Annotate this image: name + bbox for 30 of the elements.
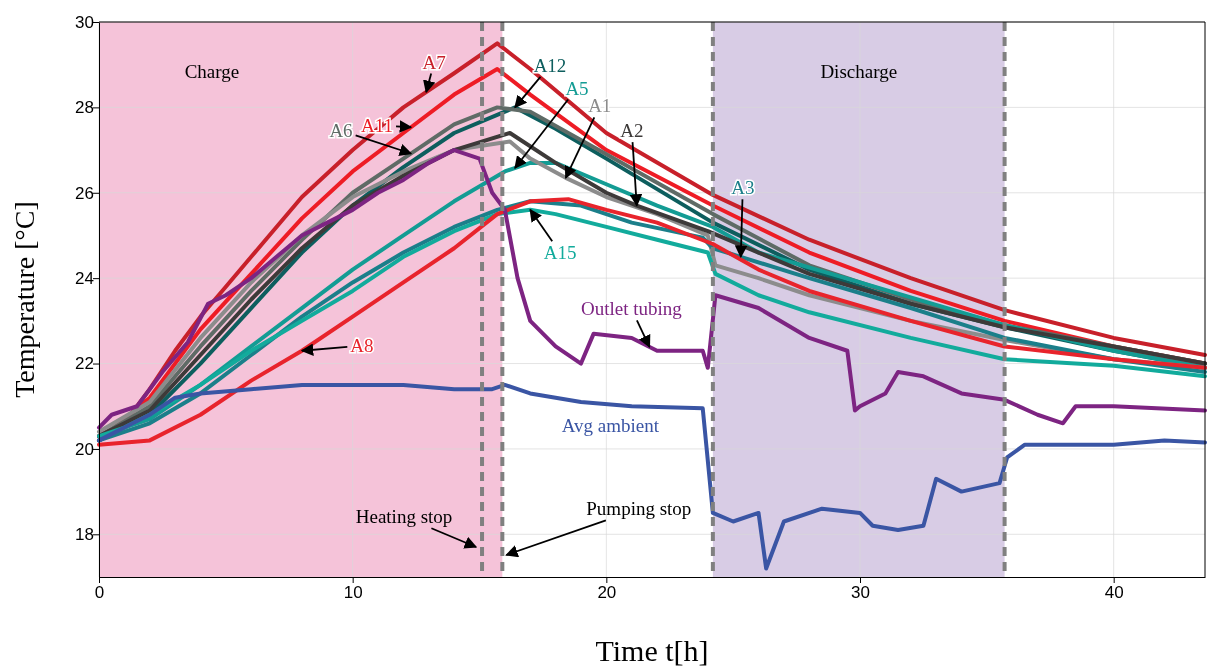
series-label: A15 [543,242,577,264]
line-series [97,382,1207,571]
y-axis-title: Temperature [°C] [9,201,40,398]
series-label: A8 [350,335,374,357]
x-tick-label: 30 [851,583,870,603]
x-tick-label: 20 [597,583,617,603]
series-label: A12 [533,54,567,76]
y-tick-label: 28 [75,98,94,118]
y-tick-label: 26 [75,183,94,203]
text: A3 [731,177,755,199]
y-tick-label: 20 [75,439,94,459]
text: A6 [329,119,353,141]
ref-line-label: Pumping stop [586,498,692,520]
x-tick-label: 10 [343,583,363,603]
ref-line-label: Heating stop [355,506,453,528]
band-label: Discharge [820,61,898,82]
series-label: A7 [422,51,446,73]
series-label: Avg ambient [561,414,660,436]
y-tick-label: 18 [75,525,94,545]
x-tick-label: 40 [1104,583,1124,603]
text: A5 [565,77,589,99]
x-tick-label: 0 [94,583,105,603]
band-label: Charge [184,61,240,82]
series-label: Outlet tubing [581,298,683,320]
y-tick-label: 30 [75,12,94,32]
x-axis-title: Time t[h] [595,634,709,667]
y-tick-label: 22 [75,354,94,374]
text: A1 [588,95,612,117]
y-tick-label: 24 [75,269,94,289]
text: A2 [620,120,644,142]
